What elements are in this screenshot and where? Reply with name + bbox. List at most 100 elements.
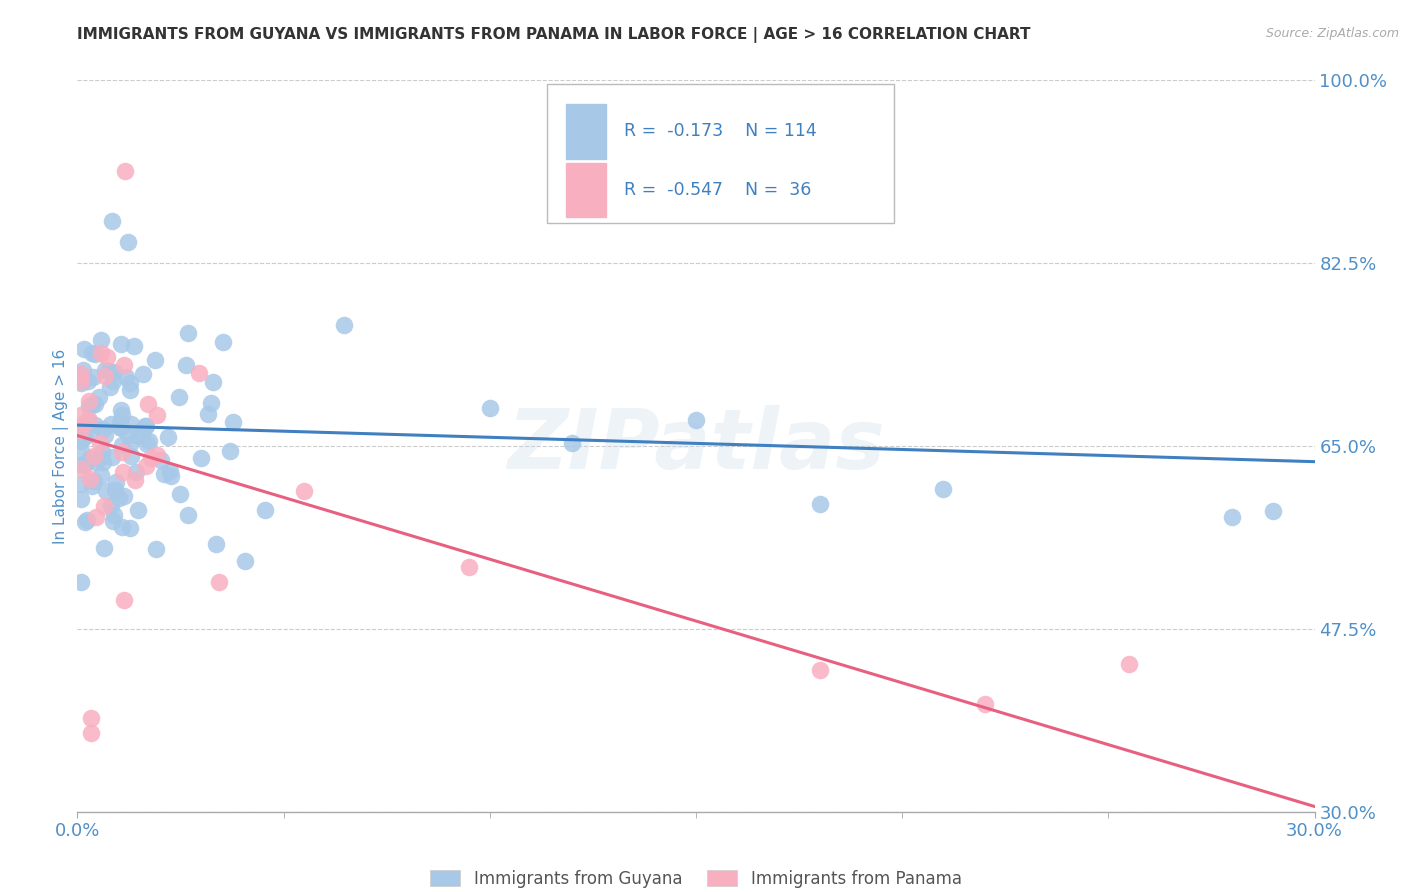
Point [333, 318, 356, 332]
Point [1220, 509, 1243, 524]
Point [205, 537, 228, 551]
Bar [567, 162, 606, 218]
Point [157, 430, 180, 444]
Point [127, 429, 149, 443]
Point [70, 491, 93, 506]
Point [70, 367, 93, 381]
Point [145, 541, 167, 556]
Point [1263, 504, 1285, 518]
Point [91, 422, 114, 436]
Point [120, 417, 142, 432]
Point [103, 514, 125, 528]
Point [70, 368, 93, 382]
Point [93, 455, 115, 469]
Point [110, 415, 132, 429]
Point [70, 419, 93, 434]
Point [104, 475, 127, 490]
Point [187, 366, 209, 380]
Point [108, 420, 131, 434]
Point [90, 334, 112, 348]
Text: IMMIGRANTS FROM GUYANA VS IMMIGRANTS FROM PANAMA IN LABOR FORCE | AGE > 16 CORRE: IMMIGRANTS FROM GUYANA VS IMMIGRANTS FRO… [77, 27, 1031, 43]
Text: ZIPatlas: ZIPatlas [508, 406, 884, 486]
Point [222, 415, 245, 429]
Point [103, 365, 125, 379]
Point [135, 437, 157, 451]
Point [233, 554, 256, 568]
Point [73, 457, 96, 471]
Point [76, 413, 98, 427]
Point [90, 445, 112, 459]
Point [120, 376, 142, 391]
Point [153, 467, 176, 481]
Point [101, 450, 124, 464]
Point [72, 362, 94, 376]
Point [125, 466, 148, 480]
Point [200, 396, 222, 410]
Point [83, 396, 105, 410]
Point [77, 413, 100, 427]
Point [104, 483, 127, 497]
Text: R =  -0.547    N =  36: R = -0.547 N = 36 [624, 181, 811, 199]
Point [114, 370, 136, 384]
Point [79, 426, 101, 441]
Point [132, 367, 155, 381]
Point [685, 413, 707, 427]
Point [90, 345, 112, 359]
FancyBboxPatch shape [547, 84, 894, 223]
Point [114, 164, 136, 178]
Point [292, 484, 315, 499]
Point [169, 487, 191, 501]
Point [167, 390, 190, 404]
Text: R =  -0.173    N = 114: R = -0.173 N = 114 [624, 122, 817, 140]
Point [218, 444, 240, 458]
Point [70, 370, 93, 384]
Point [73, 342, 96, 356]
Point [174, 358, 197, 372]
Point [141, 451, 163, 466]
Point [70, 458, 93, 472]
Point [84, 418, 107, 433]
Point [70, 375, 93, 389]
Point [177, 326, 200, 341]
Point [112, 489, 135, 503]
Point [110, 336, 132, 351]
Point [80, 726, 103, 740]
Point [86, 455, 108, 469]
Point [138, 434, 160, 449]
Point [1118, 657, 1140, 671]
Point [146, 448, 169, 462]
Point [82, 370, 104, 384]
Y-axis label: In Labor Force | Age > 16: In Labor Force | Age > 16 [53, 349, 69, 543]
Point [83, 475, 105, 489]
Legend: Immigrants from Guyana, Immigrants from Panama: Immigrants from Guyana, Immigrants from … [430, 870, 962, 888]
Point [117, 428, 139, 442]
Point [101, 214, 124, 228]
Point [93, 541, 115, 556]
Point [118, 384, 141, 398]
Point [458, 560, 481, 574]
Point [94, 427, 117, 442]
Point [94, 483, 117, 498]
Point [110, 402, 132, 417]
Point [197, 407, 219, 421]
Point [202, 375, 225, 389]
Point [90, 468, 112, 483]
Point [135, 419, 157, 434]
Point [108, 491, 131, 505]
Text: Source: ZipAtlas.com: Source: ZipAtlas.com [1265, 27, 1399, 40]
Point [70, 422, 93, 436]
Point [73, 416, 96, 430]
Point [96, 350, 118, 364]
Point [80, 346, 103, 360]
Point [212, 335, 235, 350]
Point [80, 711, 103, 725]
Point [124, 473, 146, 487]
Point [77, 399, 100, 413]
Point [117, 235, 139, 250]
Point [90, 450, 112, 464]
Point [127, 503, 149, 517]
Point [932, 482, 955, 496]
Point [70, 424, 93, 438]
Point [110, 421, 132, 435]
Point [103, 374, 125, 388]
